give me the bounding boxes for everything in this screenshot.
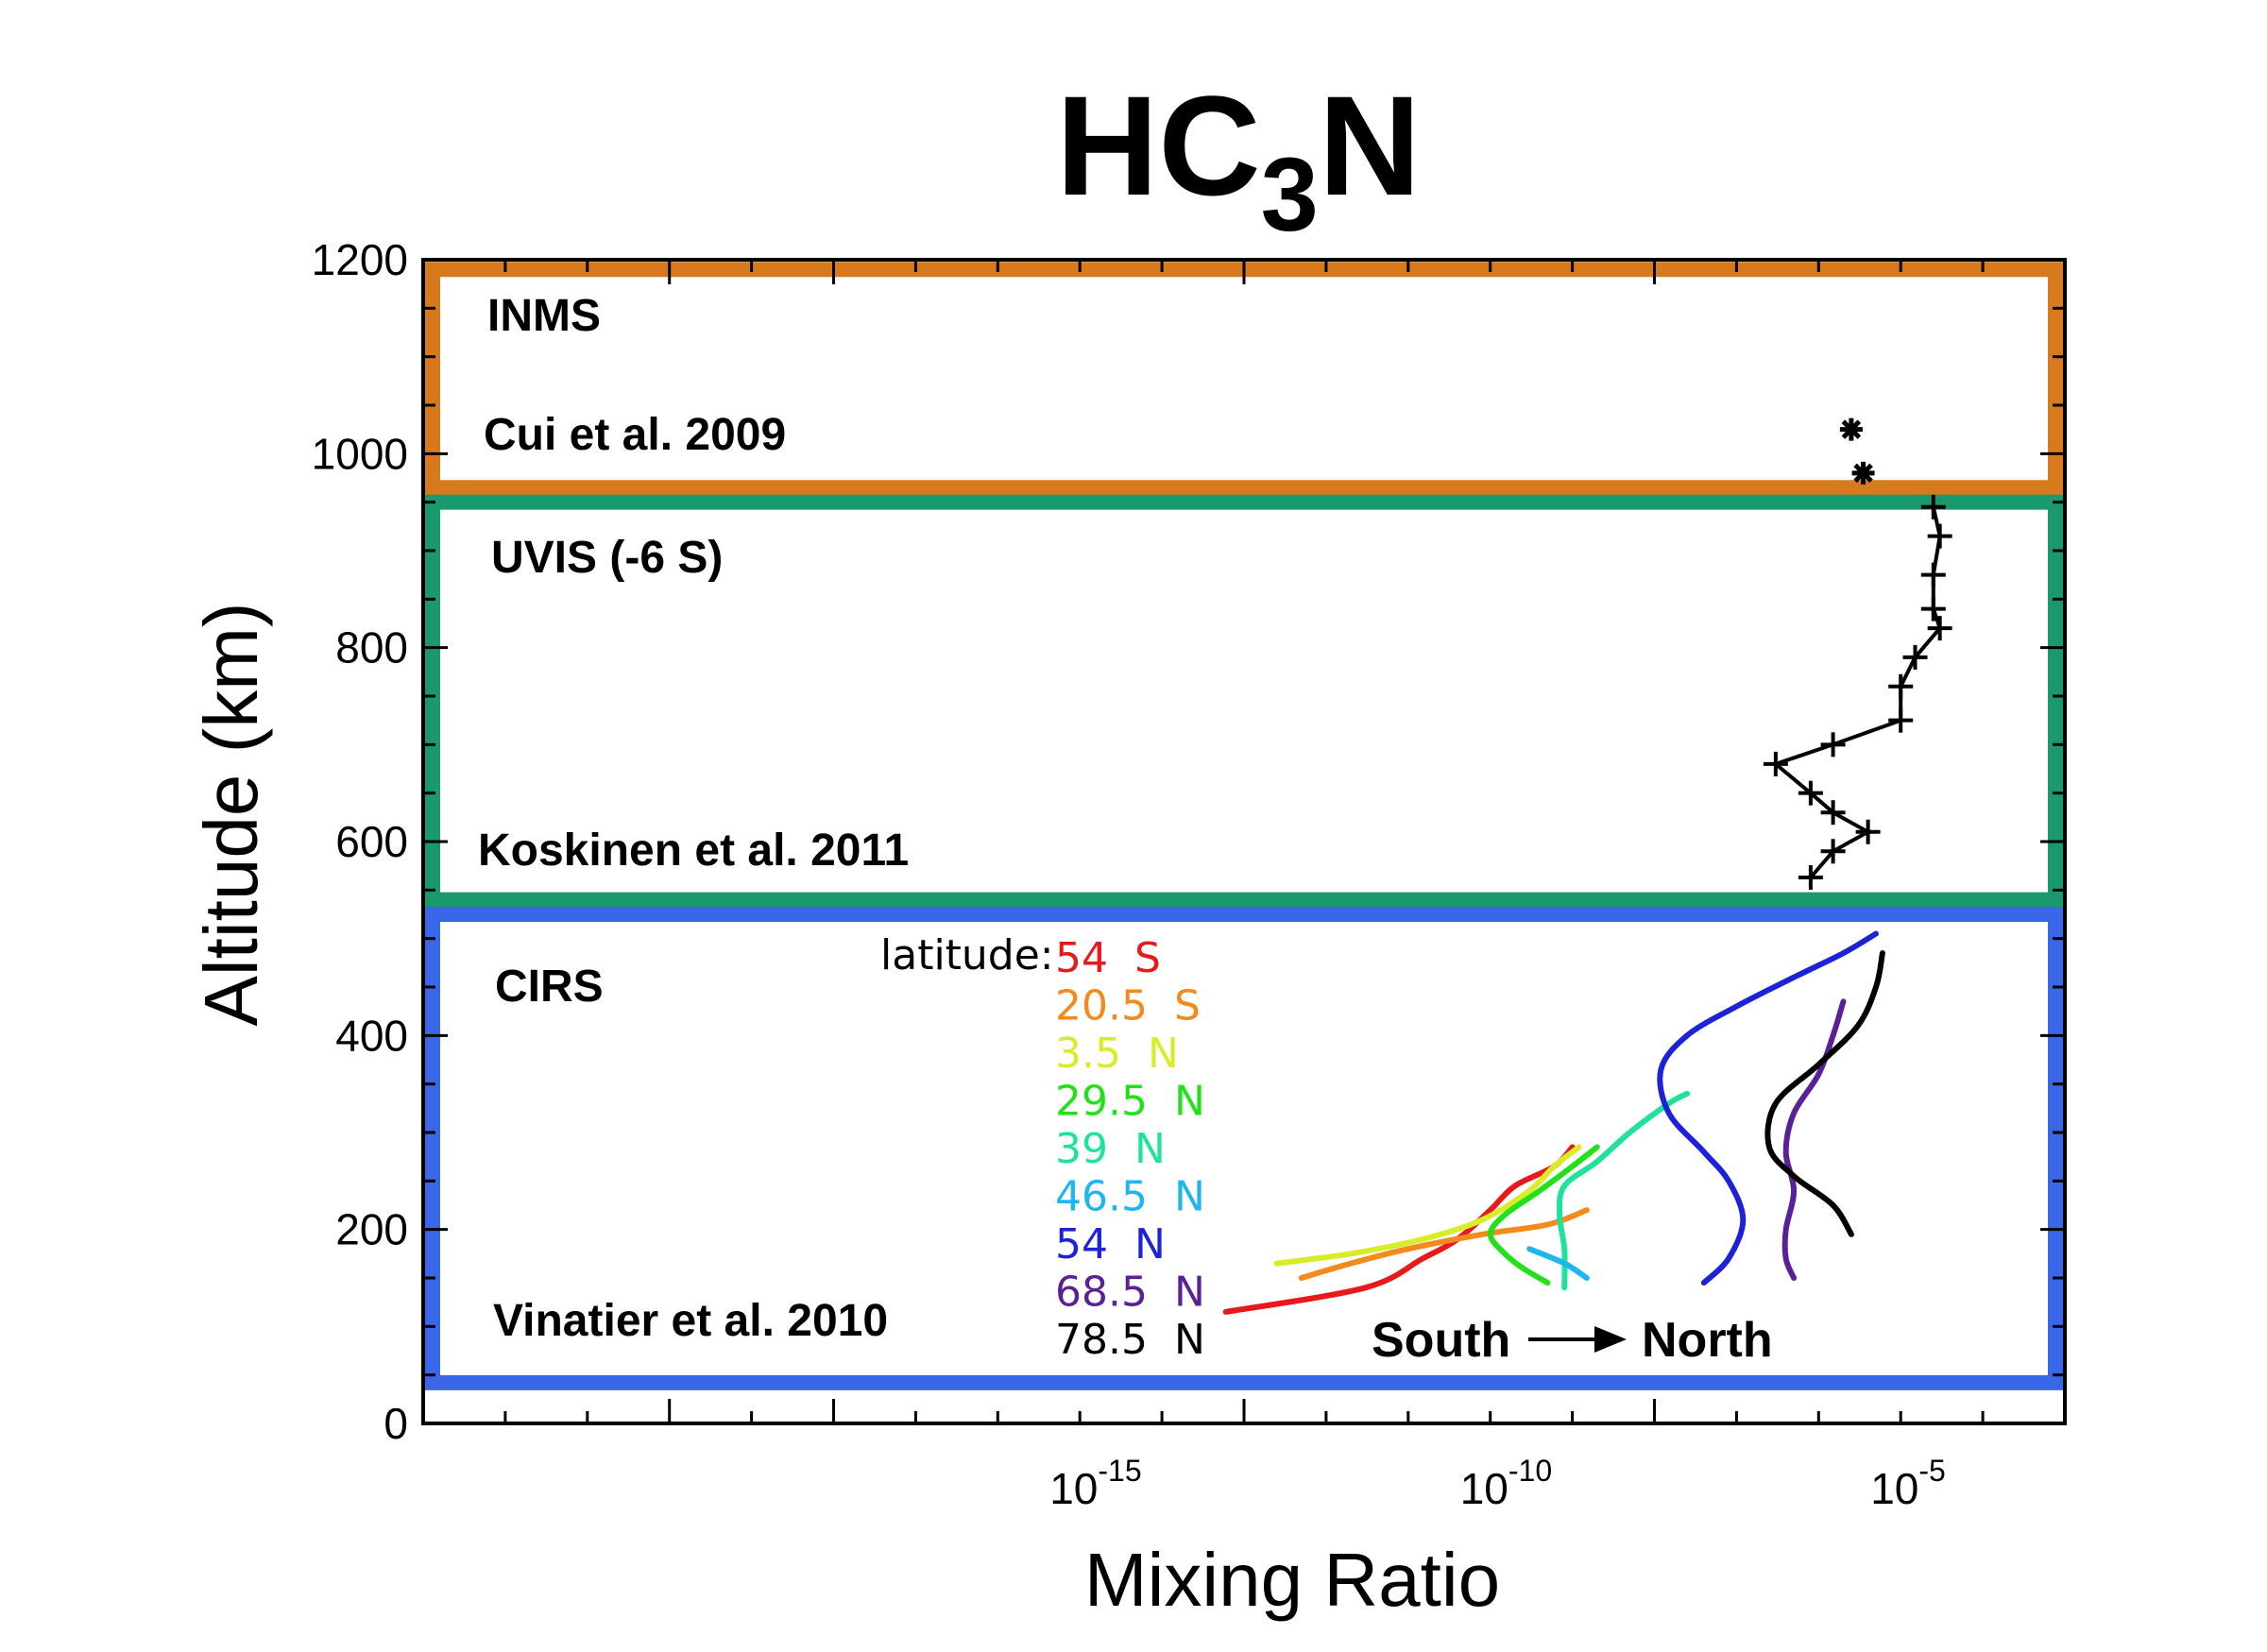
annotation-south: South <box>1372 1313 1510 1368</box>
legend-entry-20-5-s: 20.5 S <box>1055 982 1201 1030</box>
legend-entry-68-5-n: 68.5 N <box>1055 1269 1205 1317</box>
uvis-profile-point <box>1820 800 1846 826</box>
axes: 0 200 400 600 800 1000 1200 10-15 10-10 10-5 <box>312 235 2067 1513</box>
cirs-curve-68-5-n <box>1781 998 1847 1281</box>
legend-entry-78-5-n: 78.5 N <box>1055 1316 1205 1364</box>
legend-entry-39-n: 39 N <box>1055 1125 1166 1173</box>
uvis-profile-point <box>1920 494 1946 519</box>
y-tick-label: 1200 <box>312 235 408 284</box>
uvis-profile-point <box>1855 819 1881 844</box>
legend-entry-46-5-n: 46.5 N <box>1055 1173 1205 1221</box>
uvis-profile-point <box>1920 596 1946 622</box>
region-boxes: INMS Cui et al. 2009 UVIS (-6 S) Koskinen e… <box>425 262 2063 1390</box>
x-tick-label: 10-15 <box>1049 1454 1141 1513</box>
legend-entry-54-s: 54 S <box>1055 934 1161 982</box>
cirs-curve-20-5-s <box>1298 1207 1590 1281</box>
chart-title-main: HC <box>1056 66 1261 225</box>
region-box-3 <box>425 907 2063 1390</box>
x-tick-label: 10-10 <box>1460 1454 1552 1513</box>
region-instrument-label: UVIS (-6 S) <box>491 533 723 583</box>
legend-entry-54-n: 54 N <box>1055 1220 1166 1269</box>
cirs-curve-54-n <box>1657 930 1879 1286</box>
region-reference-label: Koskinen et al. 2011 <box>478 826 909 876</box>
region-reference-label: Cui et al. 2009 <box>484 410 786 460</box>
y-tick-label: 400 <box>335 1011 408 1060</box>
legend-entry-29-5-n: 29.5 N <box>1055 1078 1205 1126</box>
cirs-curve-46-5-n <box>1526 1246 1590 1281</box>
uvis-profile-point <box>1920 562 1946 588</box>
y-tick-label: 1000 <box>312 429 408 478</box>
uvis-profile-line <box>1771 506 1942 879</box>
cirs-curve-29-5-n <box>1487 1144 1600 1286</box>
legend-title: latitude: <box>880 931 1054 979</box>
uvis-profile-point <box>1888 673 1914 699</box>
south-north-annotation: South North <box>1372 1313 1773 1368</box>
cirs-curve-39-n <box>1556 1090 1691 1291</box>
chart-title-subscript: 3 <box>1261 137 1319 253</box>
plot-data <box>1222 417 1952 1315</box>
inms-point <box>1839 417 1863 441</box>
region-box-2 <box>425 494 2063 908</box>
region-reference-label: Vinatier et al. 2010 <box>493 1296 888 1346</box>
uvis-profile-point <box>1798 864 1823 890</box>
uvis-profile-point <box>1888 707 1914 733</box>
legend: latitude: 54 S20.5 S3.5 N29.5 N39 N46.5 N… <box>880 931 1205 1364</box>
annotation-arrow-head <box>1594 1326 1627 1353</box>
region-instrument-label: CIRS <box>495 962 604 1012</box>
uvis-profile-point <box>1798 780 1823 806</box>
uvis-profile-point <box>1763 751 1788 776</box>
uvis-profile-point <box>1927 616 1952 641</box>
x-axis-title: Mixing Ratio <box>1084 1538 1500 1622</box>
uvis-profile-point <box>1902 644 1928 670</box>
x-tick-label: 10-5 <box>1870 1454 1946 1513</box>
inms-point <box>1851 461 1875 485</box>
y-tick-label: 200 <box>335 1205 408 1254</box>
inms-point-stroke <box>1841 419 1862 439</box>
uvis-profile-point <box>1820 732 1846 758</box>
legend-entry-3-5-n: 3.5 N <box>1055 1030 1179 1078</box>
region-instrument-label: INMS <box>487 291 601 341</box>
y-tick-label: 800 <box>335 623 408 673</box>
uvis-profile-point <box>1820 839 1846 864</box>
chart-title-suffix: N <box>1319 66 1421 225</box>
y-tick-label: 0 <box>384 1399 408 1448</box>
y-axis-title: Altitude (km) <box>189 603 273 1027</box>
uvis-profile-point <box>1927 523 1952 549</box>
y-tick-label: 600 <box>335 817 408 866</box>
annotation-north: North <box>1642 1313 1773 1368</box>
chart-title: HC3N <box>1056 66 1421 253</box>
inms-point-stroke <box>1853 463 1873 484</box>
cirs-curve-3-5-n <box>1273 1144 1582 1267</box>
cirs-curve-78-5-n <box>1764 950 1885 1237</box>
